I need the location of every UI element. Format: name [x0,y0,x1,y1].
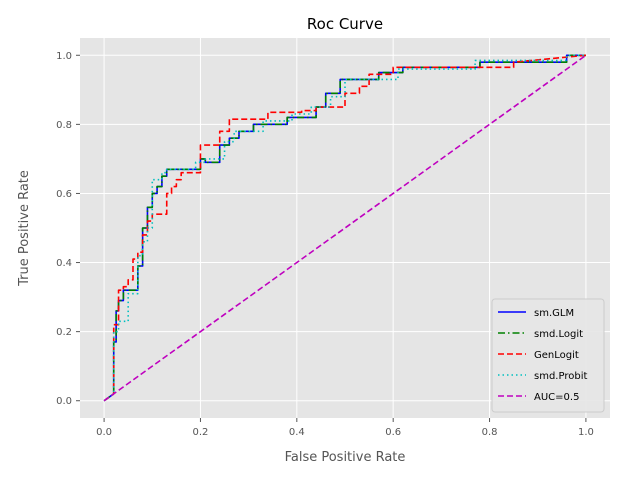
series-line-smd-probit [103,54,586,402]
x-tick-label: 0.0 [96,427,112,438]
y-tick-label: 1.0 [56,51,72,62]
y-tick-label: 0.8 [56,120,72,131]
legend: sm.GLM smd.Logit GenLogit smd.Probit AUC=0.5 [491,298,605,413]
legend-box [491,298,605,413]
y-tick-label: 0.2 [56,327,72,338]
legend-label: smd.Logit [534,329,583,340]
y-tick-label: 0.4 [56,258,72,269]
y-tick-label: 0.0 [56,396,72,407]
x-tick-label: 0.8 [482,427,498,438]
x-tick-label: 0.2 [193,427,209,438]
y-tick-label: 0.6 [56,189,72,200]
grid-lines [80,38,610,418]
series-layer [103,54,587,402]
x-tick-label: 0.4 [289,427,305,438]
chart-title: Roc Curve [307,15,383,33]
series-line-smd-logit [103,54,586,402]
legend-label: GenLogit [534,350,579,361]
y-axis-label: True Positive Rate [17,170,32,287]
legend-label: sm.GLM [534,308,574,319]
x-tick-label: 1.0 [578,427,594,438]
x-axis-label: False Positive Rate [285,450,406,465]
legend-label: AUC=0.5 [534,392,579,403]
y-axis-ticks: 0.0 0.2 0.4 0.6 0.8 1.0 [56,51,80,407]
x-axis-ticks: 0.0 0.2 0.4 0.6 0.8 1.0 [96,418,594,438]
series-line-genlogit [103,54,586,402]
x-tick-label: 0.6 [385,427,401,438]
legend-label: smd.Probit [534,371,587,382]
